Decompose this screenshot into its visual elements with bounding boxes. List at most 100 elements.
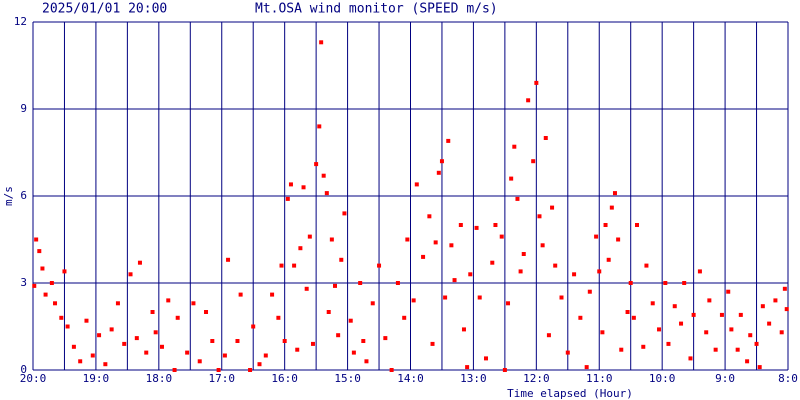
data-point (484, 356, 488, 361)
data-point (594, 234, 599, 239)
data-point (137, 260, 142, 265)
data-point (370, 301, 375, 306)
data-point (546, 333, 551, 338)
data-point (65, 324, 70, 329)
data-point (436, 170, 441, 175)
data-point (285, 196, 290, 201)
data-point (628, 281, 633, 285)
data-point (53, 301, 58, 306)
data-point (477, 295, 482, 300)
data-point (361, 339, 366, 343)
data-point (603, 223, 608, 227)
data-point (37, 249, 42, 254)
data-point (319, 40, 324, 45)
data-point (103, 362, 108, 367)
data-point (543, 136, 548, 140)
data-point (609, 205, 614, 210)
data-point (707, 298, 712, 303)
data-point (59, 315, 64, 320)
data-point (619, 347, 624, 352)
data-point (465, 365, 470, 370)
data-point (550, 205, 555, 210)
data-point (49, 281, 54, 285)
data-point (34, 237, 39, 242)
data-point (405, 237, 410, 242)
data-point (71, 344, 76, 349)
data-point (760, 304, 765, 309)
data-point (688, 356, 693, 361)
data-point (704, 330, 709, 335)
data-point (84, 318, 89, 323)
x-axis-label: Time elapsed (Hour) (507, 387, 633, 400)
data-point (276, 315, 281, 320)
chart-subtitle: 2025/01/01 20:00 (42, 2, 167, 17)
data-point (301, 185, 306, 190)
data-point (719, 312, 724, 317)
data-point (443, 295, 448, 300)
data-point (411, 298, 416, 303)
data-point (458, 223, 463, 227)
x-tick-label: 19:0 (83, 372, 110, 385)
data-point (518, 269, 523, 274)
data-point (333, 283, 337, 288)
data-point (490, 260, 495, 265)
data-point (109, 327, 114, 332)
data-point (644, 263, 649, 268)
data-point (587, 289, 592, 294)
data-point (314, 162, 319, 167)
data-point (383, 336, 388, 341)
data-point (279, 263, 284, 268)
data-point (238, 292, 243, 297)
data-point (222, 353, 227, 358)
data-point (62, 269, 67, 274)
data-point (531, 159, 536, 164)
data-point (336, 333, 341, 338)
data-point (616, 237, 621, 242)
data-point (584, 365, 589, 370)
x-tick-label: 8:0 (778, 372, 798, 385)
data-point (304, 286, 309, 291)
data-point (295, 347, 300, 352)
data-point (339, 257, 344, 262)
data-point (468, 272, 473, 277)
data-point (395, 281, 400, 285)
data-point (521, 252, 526, 256)
data-point (572, 272, 577, 277)
data-point (433, 240, 438, 245)
data-point (452, 278, 457, 283)
y-tick-label: 9 (20, 102, 27, 115)
data-point (310, 341, 315, 346)
data-point (682, 281, 687, 285)
data-point (606, 257, 611, 262)
data-point (729, 327, 734, 332)
data-point (257, 362, 262, 367)
data-point (672, 304, 677, 309)
data-point (474, 225, 479, 230)
data-point (326, 310, 331, 314)
data-point (150, 310, 155, 314)
y-axis-label: m/s (2, 186, 15, 206)
data-point (263, 353, 268, 358)
x-tick-label: 12:0 (523, 372, 550, 385)
data-point (134, 336, 139, 341)
y-tick-label: 12 (14, 15, 27, 28)
data-point (738, 312, 743, 317)
data-point (166, 298, 171, 303)
data-point (600, 330, 605, 335)
x-tick-label: 9:0 (715, 372, 735, 385)
data-point (745, 359, 750, 364)
data-point (288, 182, 293, 187)
data-point (767, 321, 772, 326)
data-point (197, 359, 202, 364)
data-point (446, 138, 451, 143)
data-point (122, 341, 127, 346)
data-point (414, 182, 419, 187)
x-tick-label: 16:0 (271, 372, 298, 385)
data-point (321, 173, 326, 178)
data-point (97, 333, 102, 338)
data-point (78, 359, 83, 364)
data-point (358, 281, 363, 285)
y-tick-label: 0 (20, 363, 27, 376)
data-point (317, 124, 322, 129)
data-point (502, 368, 507, 372)
